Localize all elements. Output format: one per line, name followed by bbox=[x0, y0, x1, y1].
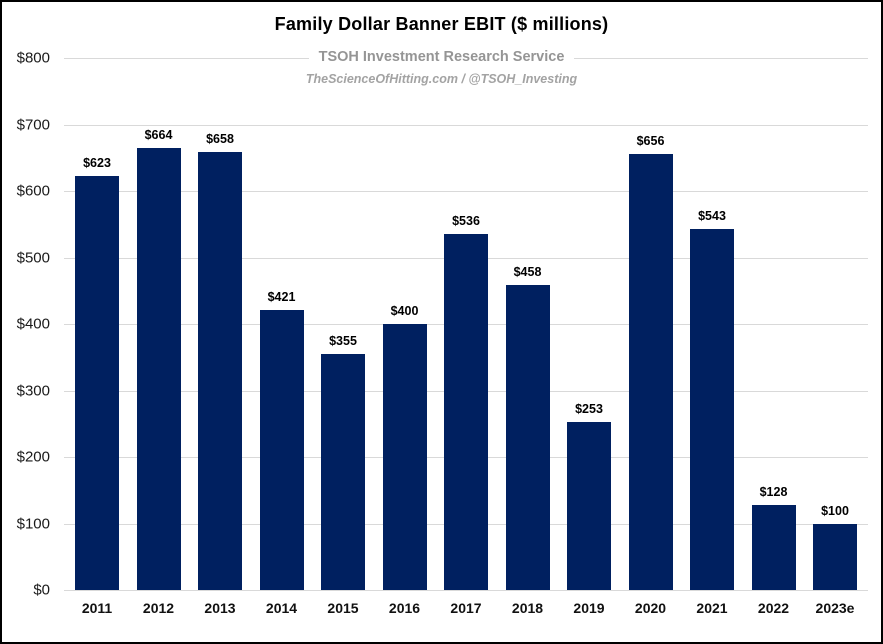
bar-value-label-2012: $664 bbox=[144, 128, 173, 143]
y-tick-label-400: $400 bbox=[16, 315, 50, 333]
bar-value-label-2018: $458 bbox=[513, 265, 542, 280]
bar-value-label-2013: $658 bbox=[206, 132, 234, 147]
x-tick-label-2016: 2016 bbox=[388, 600, 421, 616]
x-tick-label-2017: 2017 bbox=[450, 600, 482, 616]
x-tick-label-2021: 2021 bbox=[696, 600, 728, 616]
bar-2011 bbox=[75, 175, 119, 590]
bar-value-label-2019: $253 bbox=[575, 401, 603, 416]
bar-2023e bbox=[813, 523, 857, 590]
bar-column-2014: $421 2014 bbox=[259, 58, 304, 616]
y-tick-label-300: $300 bbox=[16, 382, 50, 399]
bar-column-2021: $543 2021 bbox=[690, 58, 734, 616]
bar-value-label-2020: $656 bbox=[636, 133, 665, 148]
bar-value-label-2017: $536 bbox=[452, 213, 480, 228]
bar-value-label-2015: $355 bbox=[329, 333, 357, 348]
bar-column-2015: $355 2015 bbox=[321, 58, 365, 616]
y-axis: $0 $100 $200 $300 $400 $500 $600 $700 $800 bbox=[2, 50, 50, 599]
bar-column-2017: $536 2017 bbox=[444, 58, 488, 616]
bar-column-2020: $656 2020 bbox=[628, 58, 673, 616]
bar-2018 bbox=[505, 285, 550, 590]
y-tick-label-200: $200 bbox=[16, 448, 50, 466]
y-tick-label-500: $500 bbox=[16, 249, 50, 266]
bar-2016 bbox=[382, 324, 427, 590]
gridline-0 bbox=[64, 590, 868, 591]
bar-column-2012: $664 2012 bbox=[136, 58, 181, 616]
x-tick-label-2023e: 2023e bbox=[815, 600, 855, 616]
bar-column-2016: $400 2016 bbox=[382, 58, 427, 616]
bar-2021 bbox=[690, 228, 734, 590]
y-tick-label-800: $800 bbox=[16, 49, 50, 67]
x-tick-label-2020: 2020 bbox=[634, 600, 667, 616]
bar-2013 bbox=[198, 152, 242, 590]
x-tick-label-2011: 2011 bbox=[81, 600, 113, 616]
x-tick-label-2018: 2018 bbox=[511, 600, 544, 616]
x-tick-label-2015: 2015 bbox=[327, 600, 359, 616]
bar-2022 bbox=[751, 504, 796, 590]
chart-title: Family Dollar Banner EBIT ($ millions) bbox=[274, 14, 609, 34]
bar-value-label-2022: $128 bbox=[759, 484, 788, 499]
x-tick-label-2022: 2022 bbox=[757, 600, 790, 616]
bar-value-label-2016: $400 bbox=[390, 304, 419, 318]
bar-column-2023e: $100 2023e bbox=[813, 58, 857, 616]
x-tick-label-2019: 2019 bbox=[573, 600, 605, 616]
bar-2014 bbox=[259, 310, 304, 590]
gridline-600 bbox=[64, 191, 868, 192]
bar-2019 bbox=[567, 421, 611, 590]
bar-column-2018: $458 2018 bbox=[505, 58, 550, 616]
bar-series: $623 2011 $664 2012 $658 2013 $421 2014 $355 2015… bbox=[64, 58, 868, 616]
bar-2012 bbox=[136, 148, 181, 590]
bar-value-label-2021: $543 bbox=[698, 208, 726, 223]
y-tick-label-600: $600 bbox=[16, 182, 50, 200]
plot-area: $623 2011 $664 2012 $658 2013 $421 2014 $355 2015… bbox=[64, 58, 868, 616]
gridline-700 bbox=[64, 124, 868, 126]
bar-value-label-2011: $623 bbox=[83, 155, 111, 170]
bar-2020 bbox=[628, 153, 673, 590]
bar-2015 bbox=[321, 353, 365, 590]
bar-column-2019: $253 2019 bbox=[567, 58, 611, 616]
bar-column-2013: $658 2013 bbox=[198, 58, 242, 616]
y-tick-label-0: $0 bbox=[33, 581, 50, 599]
x-tick-label-2014: 2014 bbox=[265, 600, 298, 616]
bar-column-2011: $623 2011 bbox=[75, 58, 119, 616]
y-tick-label-100: $100 bbox=[16, 515, 50, 532]
bar-value-label-2014: $421 bbox=[267, 290, 296, 305]
x-tick-label-2012: 2012 bbox=[142, 600, 175, 616]
bar-2017 bbox=[444, 233, 488, 590]
bar-column-2022: $128 2022 bbox=[751, 58, 796, 616]
bar-value-label-2023e: $100 bbox=[821, 503, 849, 518]
y-tick-label-700: $700 bbox=[16, 116, 50, 133]
x-tick-label-2013: 2013 bbox=[204, 600, 236, 616]
